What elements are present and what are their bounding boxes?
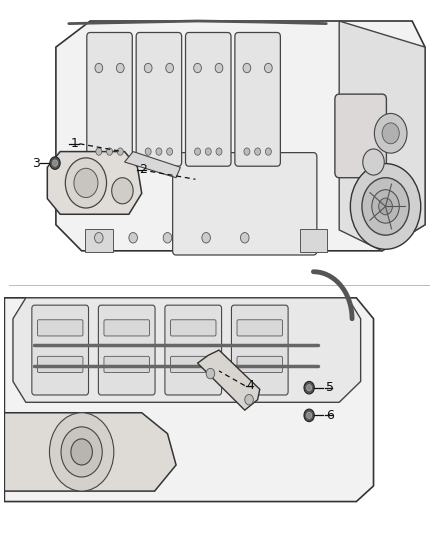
FancyBboxPatch shape (235, 33, 280, 166)
Circle shape (202, 232, 210, 243)
Circle shape (254, 148, 261, 155)
Circle shape (71, 439, 92, 465)
Polygon shape (47, 151, 142, 214)
Polygon shape (56, 21, 425, 251)
Polygon shape (4, 298, 374, 502)
Circle shape (96, 148, 102, 155)
FancyBboxPatch shape (173, 152, 317, 255)
Circle shape (74, 168, 98, 198)
Circle shape (240, 232, 249, 243)
Circle shape (49, 413, 114, 491)
Polygon shape (198, 350, 260, 410)
Text: 6: 6 (326, 409, 334, 422)
Circle shape (53, 160, 58, 166)
Circle shape (372, 190, 399, 223)
Circle shape (145, 148, 151, 155)
Circle shape (95, 63, 102, 72)
Text: 5: 5 (326, 381, 334, 394)
Polygon shape (339, 21, 425, 251)
FancyBboxPatch shape (85, 229, 113, 252)
Circle shape (304, 382, 314, 394)
Circle shape (363, 149, 384, 175)
FancyBboxPatch shape (231, 305, 288, 395)
Polygon shape (13, 298, 360, 402)
Circle shape (61, 427, 102, 477)
Text: 1: 1 (71, 138, 78, 150)
Circle shape (65, 158, 106, 208)
FancyBboxPatch shape (32, 305, 88, 395)
Circle shape (206, 368, 215, 379)
FancyBboxPatch shape (237, 320, 283, 336)
Circle shape (144, 63, 152, 72)
Circle shape (50, 157, 60, 169)
Circle shape (265, 63, 272, 72)
Circle shape (117, 63, 124, 72)
Circle shape (205, 148, 211, 155)
FancyBboxPatch shape (87, 33, 132, 166)
FancyBboxPatch shape (37, 357, 83, 373)
Circle shape (95, 232, 103, 243)
FancyBboxPatch shape (99, 305, 155, 395)
Circle shape (163, 232, 172, 243)
FancyBboxPatch shape (104, 320, 149, 336)
Circle shape (215, 63, 223, 72)
FancyBboxPatch shape (186, 33, 231, 166)
FancyBboxPatch shape (165, 305, 222, 395)
Circle shape (307, 384, 312, 391)
FancyBboxPatch shape (170, 357, 216, 373)
Text: 4: 4 (247, 379, 254, 392)
Circle shape (194, 63, 201, 72)
Circle shape (244, 148, 250, 155)
Circle shape (374, 114, 407, 153)
Circle shape (304, 409, 314, 422)
FancyBboxPatch shape (104, 357, 149, 373)
Circle shape (243, 63, 251, 72)
Circle shape (265, 148, 272, 155)
Text: 2: 2 (139, 164, 147, 176)
Text: 3: 3 (32, 157, 40, 169)
Polygon shape (124, 151, 180, 177)
Circle shape (362, 177, 409, 235)
Circle shape (382, 123, 399, 144)
FancyBboxPatch shape (237, 357, 283, 373)
Circle shape (245, 394, 253, 405)
FancyBboxPatch shape (335, 94, 386, 177)
Circle shape (156, 148, 162, 155)
Circle shape (166, 63, 173, 72)
Circle shape (379, 198, 392, 215)
Circle shape (307, 412, 312, 418)
Circle shape (129, 232, 138, 243)
Circle shape (112, 177, 133, 204)
Circle shape (216, 148, 222, 155)
FancyBboxPatch shape (136, 33, 182, 166)
Circle shape (194, 148, 201, 155)
Polygon shape (4, 413, 176, 491)
FancyBboxPatch shape (170, 320, 216, 336)
Circle shape (166, 148, 173, 155)
FancyBboxPatch shape (37, 320, 83, 336)
Circle shape (350, 164, 421, 249)
Circle shape (106, 148, 113, 155)
Circle shape (117, 148, 123, 155)
FancyBboxPatch shape (300, 229, 327, 252)
